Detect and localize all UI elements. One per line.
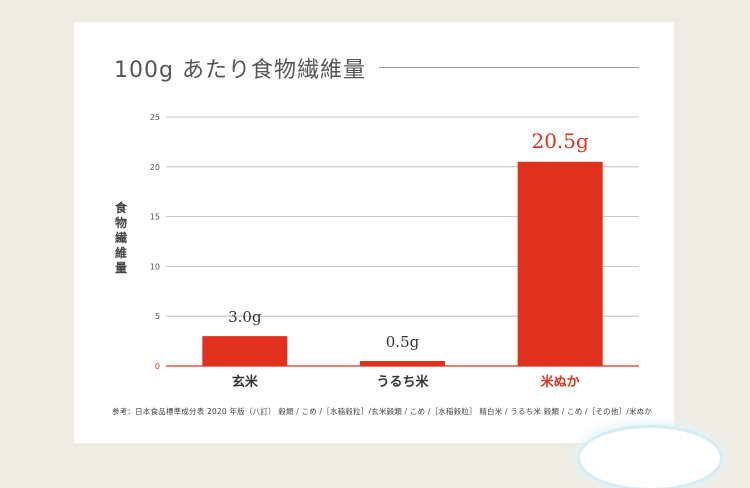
- data-labels: 3.0g 0.5g 20.5g: [228, 129, 589, 351]
- data-label-0: 3.0g: [228, 308, 262, 326]
- bars: [202, 161, 603, 366]
- title-divider: [379, 67, 639, 68]
- y-tick-label-15: 15: [150, 213, 160, 222]
- bar-chart: 0 5 10 15 20 25 3.0g 0.5g 20.5g 玄米 うるち米 米ぬか 食物繊維量: [114, 113, 639, 390]
- category-label-0: 玄米: [232, 374, 259, 390]
- bar-2: [517, 161, 603, 366]
- bar-1: [360, 361, 445, 366]
- data-label-1: 0.5g: [386, 333, 420, 351]
- title-row: 100g あたり食物繊維量: [114, 52, 639, 83]
- y-tick-label-0: 0: [155, 362, 160, 371]
- category-label-1: うるち米: [376, 374, 429, 390]
- y-tick-label-25: 25: [150, 113, 160, 122]
- y-tick-label-10: 10: [150, 262, 160, 271]
- category-labels: 玄米 うるち米 米ぬか: [232, 374, 580, 390]
- y-axis-label: 食物繊維量: [114, 200, 128, 275]
- source-footnote: 参考：日本食品標準成分表 2020 年版（八訂） 穀類 / こめ /［水稲穀粒］…: [112, 407, 653, 416]
- y-tick-label-5: 5: [155, 312, 160, 321]
- y-tick-labels: 0 5 10 15 20 25: [150, 113, 160, 371]
- chart-card: 100g あたり食物繊維量 0 5 10 15 20 25 3.0g 0.5g 20.5g 玄…: [74, 22, 674, 443]
- chart-title: 100g あたり食物繊維量: [114, 58, 366, 83]
- category-label-2: 米ぬか: [541, 374, 580, 390]
- y-tick-label-20: 20: [150, 163, 160, 172]
- decorative-bubble: [580, 428, 720, 488]
- data-label-2: 20.5g: [531, 129, 589, 153]
- bar-0: [202, 336, 288, 366]
